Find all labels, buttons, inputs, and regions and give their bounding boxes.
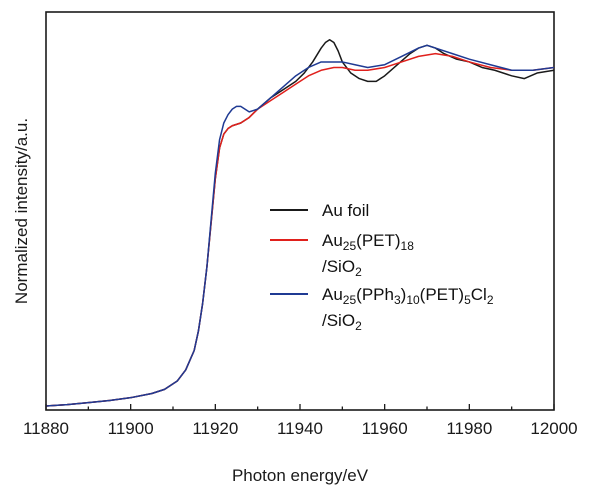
plot-area: 11880 11900 11920 11940 11960 11980 12000 (23, 11, 578, 438)
x-tick-label: 11920 (192, 419, 238, 438)
x-ticks: 11880 11900 11920 11940 11960 11980 12000 (23, 404, 578, 438)
x-tick-label: 11940 (277, 419, 323, 438)
legend-label-au25-pet: Au25(PET)18 (322, 231, 414, 253)
series-line-au25_pph (45, 44, 555, 407)
x-tick-label: 12000 (530, 419, 577, 438)
x-tick-label: 11880 (23, 419, 69, 438)
x-tick-label: 11980 (446, 419, 492, 438)
x-axis-label: Photon energy/eV (232, 466, 369, 485)
x-tick-label: 11900 (108, 419, 154, 438)
legend-label-au25-pph: Au25(PPh3)10(PET)5Cl2 (322, 285, 494, 307)
legend: Au foil Au25(PET)18 /SiO2 Au25(PPh3)10(P… (270, 201, 494, 333)
legend-label-au25-pet-support: /SiO2 (322, 257, 362, 279)
y-axis-label: Normalized intensity/a.u. (12, 118, 31, 304)
legend-label-au-foil: Au foil (322, 201, 369, 220)
legend-label-au25-pph-support: /SiO2 (322, 311, 362, 333)
x-tick-label: 11960 (362, 419, 408, 438)
series-line-au25_pet (45, 52, 555, 407)
series-line-au_foil (45, 39, 555, 407)
series-layer (45, 39, 555, 407)
